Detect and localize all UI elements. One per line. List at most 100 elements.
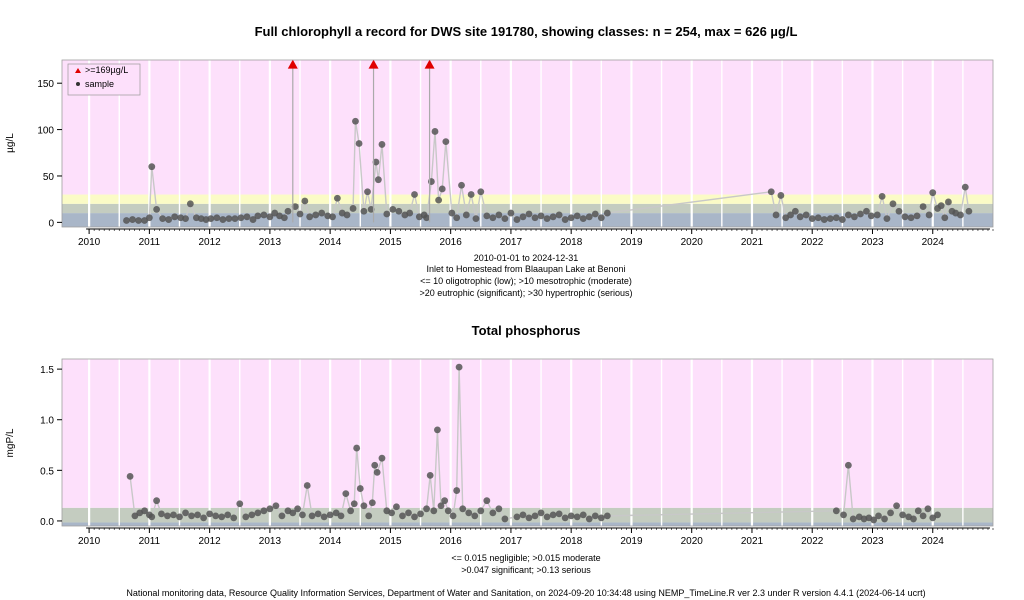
data-point (165, 216, 173, 223)
data-point (182, 215, 189, 223)
data-point (308, 512, 316, 520)
data-point (907, 214, 915, 222)
data-point (913, 212, 921, 220)
data-point (213, 214, 221, 222)
legend-circle-marker (76, 82, 80, 86)
data-point (899, 511, 907, 519)
data-point (957, 211, 964, 219)
data-point (495, 211, 503, 219)
x-tick-label: 2011 (139, 237, 161, 248)
data-point (237, 214, 245, 222)
data-point (352, 117, 359, 125)
data-point (531, 214, 539, 222)
data-point (148, 163, 156, 171)
data-point (489, 214, 497, 222)
data-point (314, 510, 322, 518)
data-point (453, 487, 461, 494)
x-tick-label: 2013 (259, 237, 282, 248)
data-point (355, 140, 363, 147)
data-point (278, 512, 286, 520)
data-point (531, 512, 539, 520)
data-point (388, 509, 396, 517)
data-point (791, 207, 799, 215)
data-point (236, 500, 244, 508)
x-tick-label: 2021 (741, 536, 764, 547)
data-point (455, 363, 463, 371)
y-tick-label: 0.0 (40, 517, 54, 528)
exceedance-marker (287, 59, 298, 69)
data-point (417, 510, 424, 518)
data-point (941, 214, 949, 222)
data-point (176, 513, 183, 521)
data-point (513, 216, 521, 223)
data-point (411, 513, 418, 521)
class-band-3 (62, 60, 993, 195)
data-point (844, 211, 852, 219)
y-tick-label: 1.5 (40, 365, 54, 376)
data-point (567, 512, 575, 520)
data-point (312, 211, 320, 219)
x-tick-label: 2024 (922, 237, 945, 248)
data-point (164, 512, 171, 520)
class-band-0 (62, 213, 993, 227)
phosphorus-class-bands (62, 359, 993, 526)
plot-border (61, 59, 994, 228)
data-point (123, 217, 130, 224)
data-point (585, 213, 593, 221)
data-point (383, 210, 391, 218)
data-point (561, 216, 569, 223)
data-point (895, 207, 903, 215)
x-tick-label: 2020 (681, 536, 704, 547)
data-point (294, 505, 302, 513)
data-point (399, 512, 406, 520)
data-point (449, 512, 457, 520)
data-point (260, 211, 268, 219)
chlorophyll-caption-3: <= 10 oligotrophic (low); >10 mesotrophi… (420, 276, 632, 286)
data-point (910, 515, 917, 523)
data-point (929, 189, 937, 197)
y-tick-label: 50 (43, 172, 55, 183)
data-point (303, 482, 311, 489)
data-point (284, 207, 292, 215)
data-point (555, 211, 563, 219)
data-point (342, 490, 350, 498)
data-point (353, 444, 361, 452)
legend-triangle-marker (75, 68, 81, 73)
phosphorus-title: Total phosphorus (472, 323, 581, 338)
data-point (212, 512, 220, 520)
x-tick-label: 2014 (319, 237, 342, 248)
phosphorus-series (126, 363, 941, 524)
data-point (543, 513, 551, 521)
data-point (863, 207, 870, 215)
data-point (489, 509, 497, 517)
data-point (777, 192, 785, 199)
chlorophyll-axes: 0 50 100 150 2010 2011 2012 2013 2014 2015 2016 201… (37, 59, 994, 248)
data-point (266, 505, 274, 513)
x-tick-label: 2022 (801, 536, 824, 547)
data-point (844, 461, 852, 469)
data-point (579, 511, 587, 519)
data-point (459, 505, 467, 513)
data-point (477, 188, 485, 196)
chlorophyll-title: Full chlorophyll a record for DWS site 1… (255, 24, 798, 39)
data-point (901, 213, 909, 221)
x-tick-label: 2024 (922, 536, 945, 547)
data-point (525, 210, 533, 218)
data-point (441, 497, 449, 505)
data-point (849, 515, 857, 523)
data-point (242, 513, 250, 521)
data-point (561, 514, 569, 522)
data-point (218, 513, 226, 521)
data-point (343, 211, 351, 219)
data-point (438, 185, 446, 193)
data-point (423, 505, 430, 513)
chlorophyll-caption-2: Inlet to Homestead from Blaaupan Lake at… (426, 264, 625, 274)
data-point (434, 426, 441, 434)
data-point (507, 209, 515, 217)
data-point (465, 509, 473, 517)
data-point (472, 215, 480, 223)
data-point (603, 512, 611, 520)
data-point (893, 502, 900, 510)
data-point (248, 511, 256, 519)
